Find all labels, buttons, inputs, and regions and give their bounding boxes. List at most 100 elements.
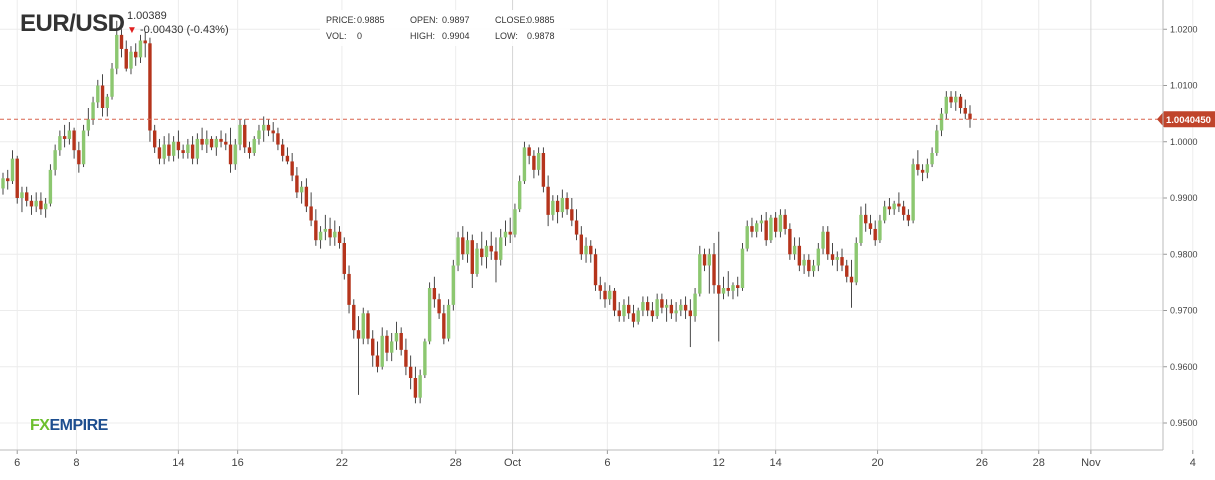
candle [224, 133, 228, 151]
candle-body-up [20, 192, 24, 198]
current-price-tag [1157, 111, 1215, 128]
candle [712, 243, 716, 294]
candle [788, 223, 792, 260]
candle-body-down [598, 285, 602, 291]
candle-body-up [608, 290, 612, 300]
logo-empire: EMPIRE [49, 417, 108, 434]
candle-body-down [541, 153, 546, 187]
candle-body-up [892, 203, 896, 210]
y-axis: 1.0200 1.0100 1.0000 0.9900 0.9800 0.9700 0.96… [1162, 0, 1198, 450]
candle [826, 226, 830, 260]
candle [252, 136, 256, 156]
change-value: -0.00430 (-0.43%) [139, 24, 229, 36]
candle [432, 276, 437, 308]
candle-body-down [6, 178, 10, 182]
candle-body-down [579, 234, 584, 255]
candle-body-up [451, 265, 456, 305]
candle-body-down [72, 130, 76, 151]
candle-body-down [489, 245, 493, 252]
candle-body-up [745, 226, 749, 249]
candle-body-up [854, 243, 858, 283]
candle-body-down [702, 254, 707, 266]
candle-body-down [271, 130, 275, 134]
candle [546, 175, 550, 227]
candle [603, 282, 607, 308]
candle [285, 147, 290, 165]
candle-body-down [15, 158, 19, 198]
candle-body-down [593, 254, 598, 286]
candle [792, 237, 797, 260]
candle [783, 209, 787, 235]
candle-body-down [266, 124, 271, 131]
candle-body-down [328, 228, 332, 238]
candle-body-down [788, 228, 792, 255]
candle-body-down [887, 206, 892, 210]
candle [475, 243, 479, 277]
y-tick-label: 0.9800 [1170, 249, 1198, 259]
candle-body-down [167, 144, 171, 156]
candle-body-down [603, 290, 607, 300]
candle-body-up [233, 144, 237, 165]
candle [247, 141, 252, 159]
candle [579, 226, 584, 260]
candle [688, 299, 693, 348]
candle [81, 124, 86, 168]
candle [920, 164, 925, 182]
candle [906, 209, 911, 227]
candle-body-up [878, 220, 882, 241]
candle-body-up [418, 375, 422, 398]
candle-body-down [612, 290, 617, 311]
fxempire-logo[interactable]: FXEMPIRE [30, 417, 108, 435]
x-tick-label: 20 [871, 457, 883, 469]
candle [679, 299, 683, 317]
ohlc-panel: PRICE: 0.9885 VOL: 0 OPEN: 0.9897 HIGH: … [320, 10, 570, 46]
candle-body-up [517, 181, 522, 210]
candle-body-down [916, 164, 920, 170]
candle [864, 203, 868, 232]
candle [423, 338, 427, 378]
candle [840, 248, 844, 272]
candle-body-up [423, 341, 427, 376]
candle [736, 276, 740, 297]
candle-body-up [205, 138, 209, 145]
y-tick-label: 1.0200 [1170, 24, 1198, 34]
candle [323, 214, 328, 241]
y-tick-label: 1.0100 [1170, 81, 1198, 91]
candle-body-up [939, 113, 944, 131]
candle [105, 93, 109, 117]
candle-body-up [693, 293, 697, 317]
vol-label: VOL: [326, 31, 347, 41]
x-tick-label: 4 [1190, 457, 1196, 469]
candle [859, 206, 863, 246]
candle [560, 189, 565, 218]
candle [157, 138, 162, 165]
candle-body-down [399, 333, 403, 350]
candle-body-up [664, 304, 669, 308]
candle [143, 32, 147, 58]
candle [593, 248, 598, 291]
current-price-line: 1.0040450 [0, 111, 1215, 128]
candle [228, 127, 233, 173]
candle [669, 299, 674, 319]
candle-body-down [840, 257, 844, 266]
x-tick-label: 16 [232, 457, 244, 469]
candle [935, 124, 939, 156]
candle-body-down [309, 206, 313, 221]
candle [641, 296, 645, 317]
candle-body-down [650, 310, 655, 317]
candle-body-down [29, 200, 34, 207]
candle-body-up [238, 124, 242, 145]
candle-body-up [954, 96, 958, 103]
candle [262, 116, 266, 142]
candle-body-up [811, 265, 816, 272]
candle [664, 299, 669, 322]
candle [773, 212, 778, 238]
candle [366, 310, 370, 345]
candle [200, 127, 204, 151]
candle-body-up [299, 186, 304, 193]
candle [25, 186, 29, 207]
candle-body-down [660, 299, 664, 308]
candle [565, 192, 569, 215]
candle-body-down [873, 228, 877, 241]
